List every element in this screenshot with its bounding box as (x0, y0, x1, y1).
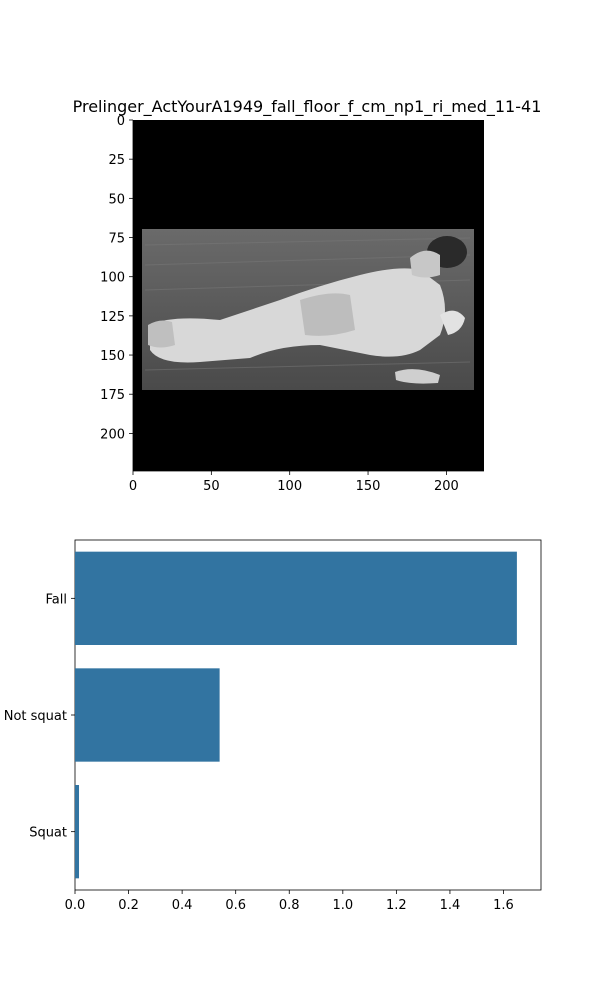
bar-x-tick-label: 1.0 (332, 898, 353, 913)
image-y-tick-label: 150 (100, 349, 125, 364)
bar-chart-x-ticks: 0.0 0.2 0.4 0.6 0.8 1.0 1.2 1.4 1.6 (65, 890, 514, 913)
image-y-tick-label: 25 (108, 153, 125, 168)
category-label: Fall (46, 592, 67, 607)
image-x-tick-label: 50 (203, 479, 220, 494)
bar-x-tick-label: 1.6 (493, 898, 514, 913)
bar-x-tick-label: 0.0 (65, 898, 86, 913)
category-label: Squat (29, 826, 67, 841)
image-title: Prelinger_ActYourA1949_fall_floor_f_cm_n… (73, 97, 542, 117)
bar-fall (75, 551, 517, 645)
image-y-tick-label: 125 (100, 310, 125, 325)
category-label: Not squat (4, 709, 67, 724)
bar-not-squat (75, 668, 220, 762)
bar-x-tick-label: 0.4 (172, 898, 193, 913)
bar-x-tick-label: 1.2 (386, 898, 407, 913)
image-x-tick-label: 0 (129, 479, 137, 494)
video-frame-image (133, 120, 484, 471)
bar-x-tick-label: 1.4 (440, 898, 461, 913)
bar-x-tick-label: 0.2 (118, 898, 139, 913)
image-y-ticks: 0 25 50 75 100 125 150 175 200 (100, 114, 133, 442)
bar-chart-category-labels: Fall Not squat Squat (4, 592, 75, 841)
bar-x-tick-label: 0.6 (225, 898, 246, 913)
image-x-tick-label: 100 (277, 479, 302, 494)
image-y-tick-label: 0 (117, 114, 125, 129)
image-x-tick-label: 150 (356, 479, 381, 494)
bar-x-tick-label: 0.8 (279, 898, 300, 913)
image-y-tick-label: 100 (100, 271, 125, 286)
image-x-tick-label: 200 (434, 479, 459, 494)
image-y-tick-label: 175 (100, 388, 125, 403)
image-y-tick-label: 50 (108, 192, 125, 207)
image-axes (132, 120, 484, 472)
bar-squat (75, 785, 80, 879)
image-y-tick-label: 200 (100, 427, 125, 442)
image-x-ticks: 0 50 100 150 200 (129, 471, 459, 494)
image-y-tick-label: 75 (108, 232, 125, 247)
bar-series (75, 551, 517, 879)
